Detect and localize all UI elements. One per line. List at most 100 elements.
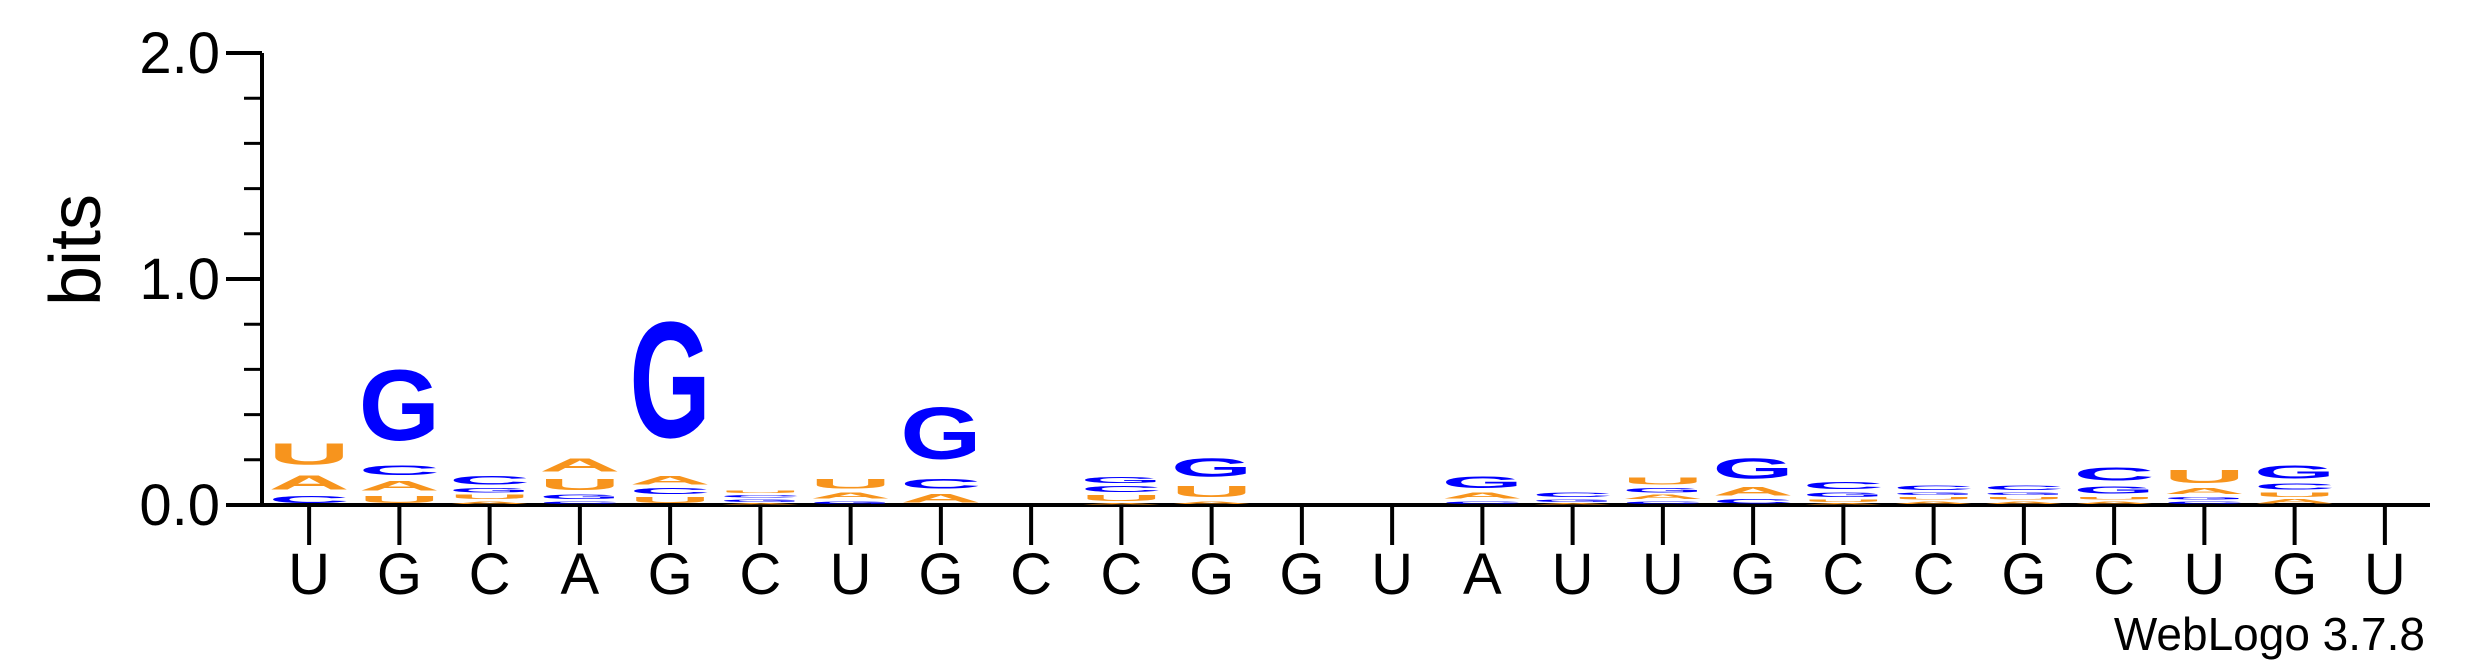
logo-letter-U: U xyxy=(2164,467,2245,487)
logo-letter-U: U xyxy=(1622,476,1703,487)
logo-letter-A: A xyxy=(720,503,801,505)
logo-letter-U: U xyxy=(1893,496,1974,501)
logo-letter-G: G xyxy=(1803,491,1884,498)
x-tick-label: C xyxy=(1822,542,1864,607)
logo-letter-C: C xyxy=(900,475,981,491)
logo-stacks: CAUUACGAUGCCGUAUCAGAGCUGAUACGAUCGAUGCAGA… xyxy=(269,289,2336,505)
x-tick-label: C xyxy=(2093,542,2135,607)
y-axis-label: bits xyxy=(36,194,116,306)
logo-letter-A: A xyxy=(1893,500,1974,505)
logo-letter-C: C xyxy=(2254,482,2335,491)
logo-letter-G: G xyxy=(2164,496,2245,501)
logo-letter-C: C xyxy=(359,462,440,478)
logo-letter-G: G xyxy=(449,487,530,494)
logo-letter-A: A xyxy=(1171,500,1252,505)
logo-letter-A: A xyxy=(1532,503,1613,505)
x-tick-label: C xyxy=(1100,542,1142,607)
logo-letter-U: U xyxy=(269,437,350,471)
logo-letter-G: G xyxy=(1442,473,1523,491)
y-axis: 0.0 1.0 2.0 xyxy=(139,21,264,538)
y-tick-label: 2.0 xyxy=(139,21,220,86)
y-tick-label: 0.0 xyxy=(139,473,220,538)
logo-letter-G: G xyxy=(539,494,620,501)
logo-letter-U: U xyxy=(630,496,711,505)
logo-letter-A: A xyxy=(630,473,711,486)
logo-letter-A: A xyxy=(2074,500,2155,505)
y-tick-label: 1.0 xyxy=(139,247,220,312)
logo-letter-G: G xyxy=(2074,485,2155,496)
logo-letter-C: C xyxy=(1983,485,2064,492)
logo-letter-G: G xyxy=(720,498,801,503)
x-tick-label: C xyxy=(739,542,781,607)
logo-letter-G: G xyxy=(1532,498,1613,503)
logo-letter-C: C xyxy=(1803,480,1884,491)
weblogo-credit: WebLogo 3.7.8 xyxy=(2114,608,2425,660)
logo-letter-G: G xyxy=(1893,491,1974,496)
x-tick-label: G xyxy=(918,542,963,607)
logo-letter-A: A xyxy=(359,478,440,494)
logo-letter-A: A xyxy=(269,471,350,493)
logo-letter-U: U xyxy=(1983,496,2064,501)
logo-letter-U: U xyxy=(720,489,801,494)
logo-letter-G: G xyxy=(1713,453,1794,484)
logo-letter-G: G xyxy=(2254,462,2335,482)
x-tick-label: A xyxy=(1463,542,1502,607)
logo-letter-G: G xyxy=(359,348,440,461)
logo-letter-A: A xyxy=(539,455,620,475)
logo-letter-A: A xyxy=(810,491,891,500)
logo-letter-G: G xyxy=(900,393,981,476)
x-tick-label: U xyxy=(2183,542,2225,607)
x-tick-label: G xyxy=(1189,542,1234,607)
logo-letter-U: U xyxy=(1081,494,1162,503)
logo-letter-U: U xyxy=(2254,491,2335,498)
logo-letter-U: U xyxy=(359,494,440,505)
logo-letter-C: C xyxy=(720,494,801,499)
x-tick-label: U xyxy=(1642,542,1684,607)
x-tick-label: U xyxy=(288,542,330,607)
logo-letter-C: C xyxy=(1081,485,1162,494)
x-tick-label: G xyxy=(1731,542,1776,607)
logo-letter-A: A xyxy=(900,491,981,504)
x-tick-label: C xyxy=(1010,542,1052,607)
logo-letter-A: A xyxy=(2164,487,2245,496)
x-tick-label: G xyxy=(648,542,693,607)
logo-letter-C: C xyxy=(269,494,350,505)
logo-letter-U: U xyxy=(810,475,891,491)
logo-letter-A: A xyxy=(1442,491,1523,500)
logo-letter-A: A xyxy=(1622,494,1703,501)
x-tick-label: U xyxy=(2364,542,2406,607)
logo-letter-A: A xyxy=(1983,500,2064,505)
logo-letter-G: G xyxy=(1983,491,2064,496)
logo-letter-G: G xyxy=(810,500,891,505)
x-tick-label: G xyxy=(2272,542,2317,607)
logo-letter-U: U xyxy=(1171,482,1252,500)
logo-letter-G: G xyxy=(1081,476,1162,485)
logo-letter-C: C xyxy=(1713,498,1794,505)
logo-letter-U: U xyxy=(2074,496,2155,501)
x-tick-label: G xyxy=(2001,542,2046,607)
logo-letter-C: C xyxy=(2074,464,2155,484)
x-tick-label: C xyxy=(1913,542,1955,607)
x-tick-label: C xyxy=(469,542,511,607)
x-tick-label: U xyxy=(1371,542,1413,607)
x-tick-label: U xyxy=(1552,542,1594,607)
logo-letter-U: U xyxy=(449,494,530,501)
logo-letter-A: A xyxy=(1713,485,1794,498)
logo-letter-U: U xyxy=(1803,498,1884,503)
logo-letter-C: C xyxy=(449,473,530,486)
logo-letter-A: A xyxy=(1803,503,1884,505)
logo-letter-C: C xyxy=(1893,485,1974,492)
logo-letter-C: C xyxy=(1532,491,1613,498)
logo-letter-G: G xyxy=(1171,453,1252,482)
logo-letter-A: A xyxy=(2254,498,2335,505)
x-tick-label: G xyxy=(377,542,422,607)
logo-letter-C: C xyxy=(630,487,711,496)
logo-letter-C: C xyxy=(539,500,620,505)
logo-letter-C: C xyxy=(1442,500,1523,505)
logo-letter-G: G xyxy=(1622,487,1703,494)
x-tick-label: G xyxy=(1279,542,1324,607)
logo-letter-G: G xyxy=(630,289,711,473)
logo-letter-C: C xyxy=(1622,500,1703,505)
logo-letter-C: C xyxy=(2164,500,2245,505)
